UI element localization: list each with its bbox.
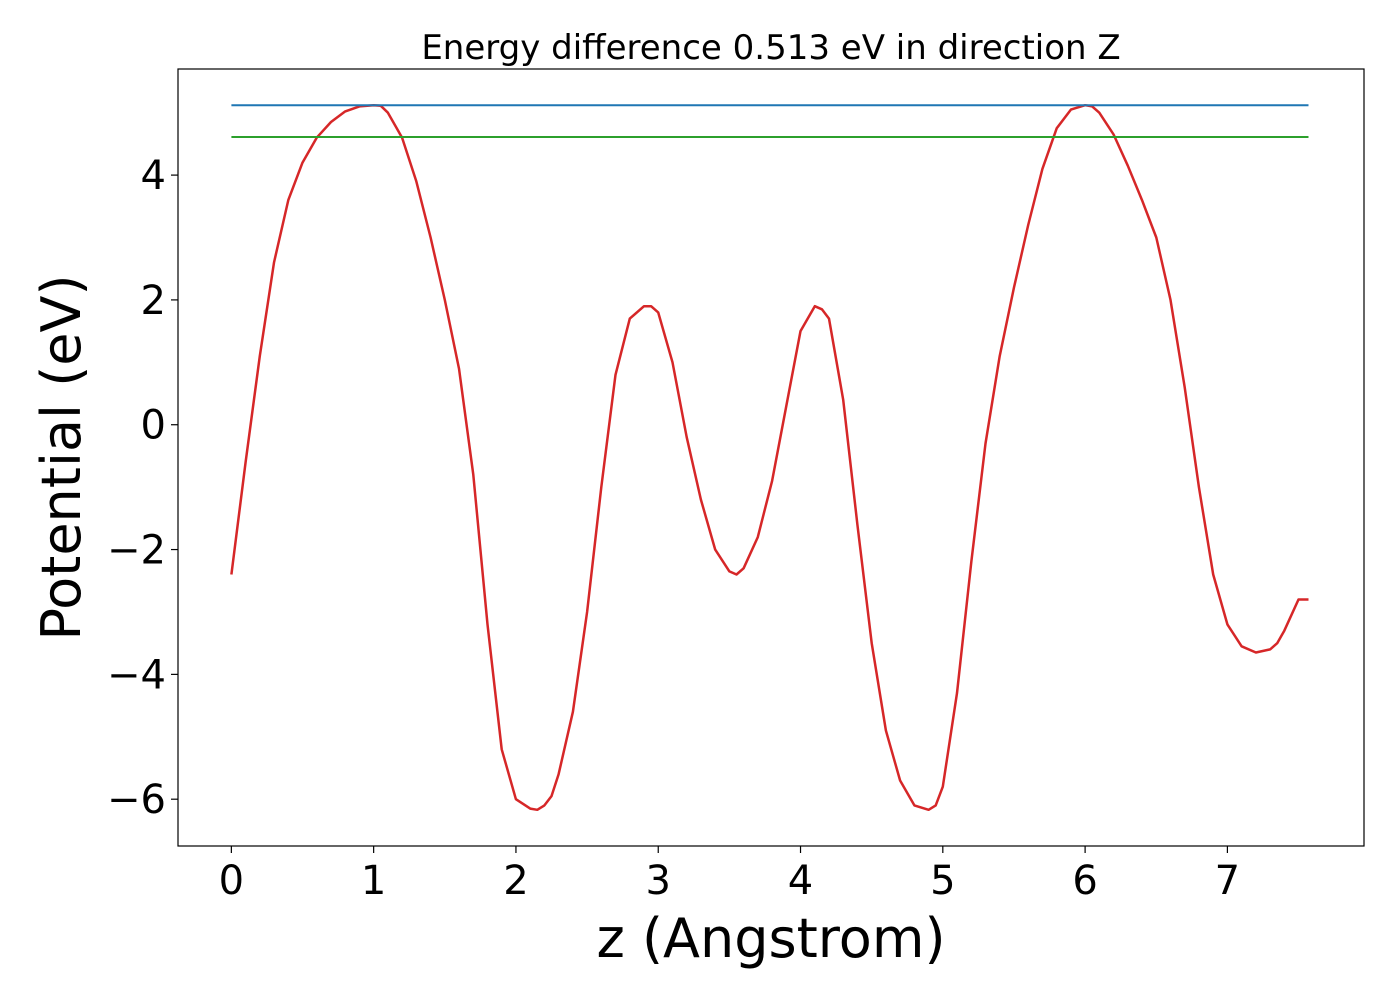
potential-curve xyxy=(230,103,1309,812)
y-tick-label: −2 xyxy=(107,528,166,574)
plot-area xyxy=(177,68,1365,847)
x-tick-label: 5 xyxy=(930,858,955,904)
x-tick-label: 7 xyxy=(1215,858,1240,904)
y-tick-label: 2 xyxy=(141,278,166,324)
x-tick-label: 0 xyxy=(219,858,244,904)
x-tick-label: 4 xyxy=(788,858,813,904)
y-tick-label: −6 xyxy=(107,777,166,823)
y-axis: 4 2 0 −2 −4 −6 xyxy=(107,153,178,823)
y-tick-label: 0 xyxy=(141,403,166,449)
x-axis: 0 1 2 3 4 5 6 7 xyxy=(219,846,1240,904)
y-axis-title: Potential (eV) xyxy=(30,274,93,640)
x-tick-label: 3 xyxy=(646,858,671,904)
y-tick-label: −4 xyxy=(107,652,166,698)
x-tick-label: 2 xyxy=(503,858,528,904)
series-group xyxy=(230,103,1309,812)
x-tick-label: 6 xyxy=(1072,858,1097,904)
plot-frame xyxy=(177,68,1365,847)
chart-title: Energy difference 0.513 eV in direction … xyxy=(421,28,1120,68)
y-tick-label: 4 xyxy=(141,153,166,199)
x-axis-title: z (Angstrom) xyxy=(596,907,945,970)
x-tick-label: 1 xyxy=(361,858,386,904)
